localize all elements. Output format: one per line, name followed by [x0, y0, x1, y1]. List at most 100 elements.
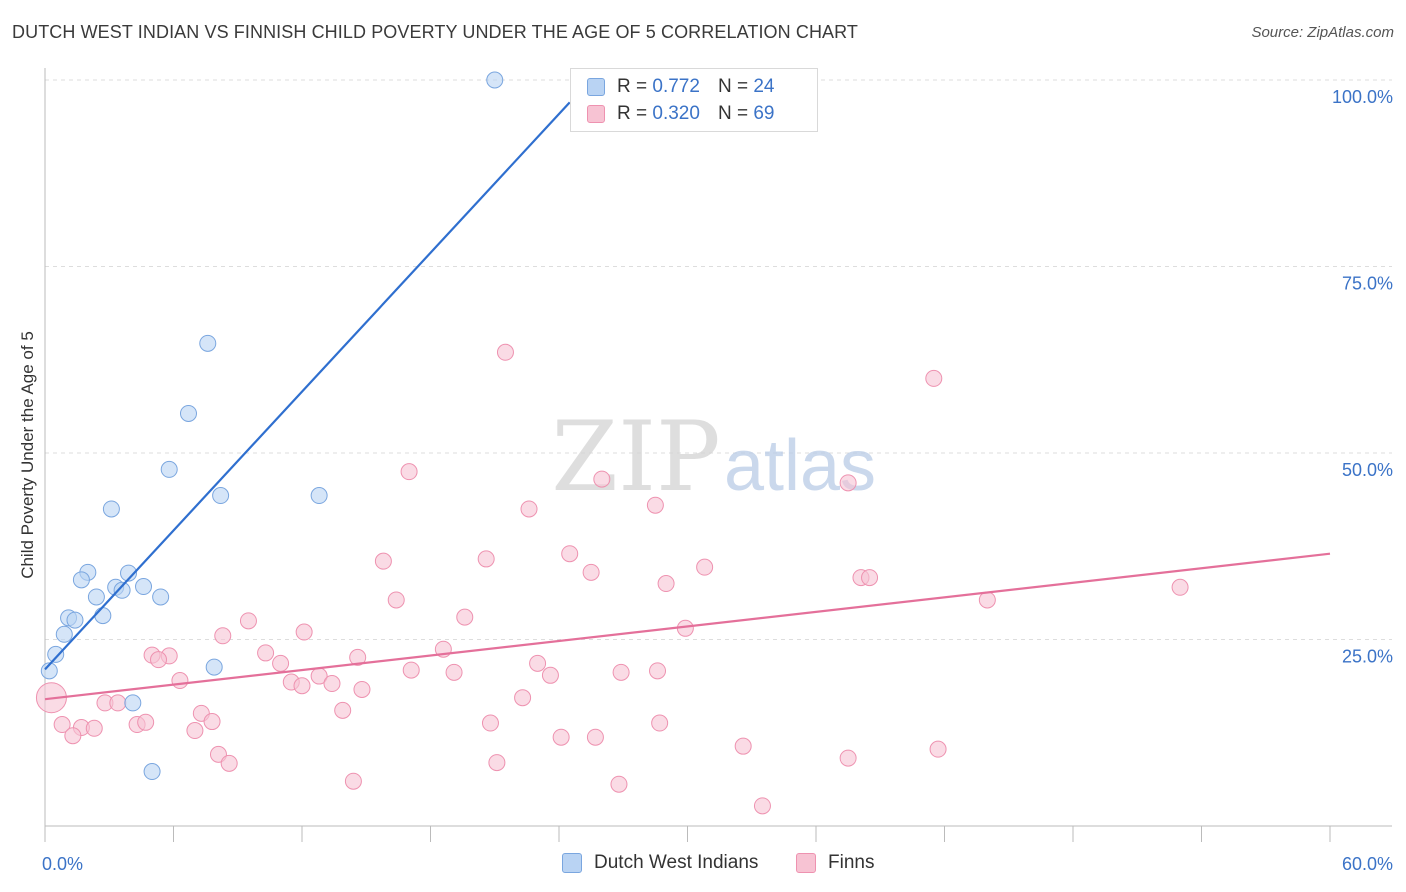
finns-point-57: [64, 727, 82, 745]
legend-row-finns: R = 0.320 N = 69: [587, 102, 774, 126]
finns-point-56: [186, 722, 204, 740]
y-tick-label-0: 25.0%: [1342, 647, 1393, 667]
finns-point-38: [171, 672, 189, 690]
dutch-west-indians-point-17: [94, 607, 112, 625]
finns-point-9: [374, 552, 392, 570]
trend-lines: [44, 101, 1331, 701]
dutch-west-indians-point-0: [486, 71, 504, 89]
finns-point-12: [696, 558, 714, 576]
finns-point-8: [561, 545, 579, 563]
finns-point-36: [541, 666, 559, 684]
dutch-west-indians-point-9: [72, 571, 90, 589]
y-tick-label-1: 50.0%: [1342, 460, 1393, 480]
finns-point-11: [582, 563, 600, 581]
dutch-west-indians-point-12: [113, 581, 131, 599]
finns-point-41: [323, 675, 341, 693]
legend-row-dutch-west-indians: R = 0.772 N = 24: [587, 75, 774, 99]
finns-point-60: [734, 737, 752, 755]
finns-point-25: [257, 644, 275, 662]
watermark-atlas: atlas: [724, 426, 876, 506]
dutch-west-indians-points: [40, 71, 504, 781]
dutch-west-indians-point-16: [66, 611, 84, 629]
finns-point-61: [929, 740, 947, 758]
finns-point-53: [137, 713, 155, 731]
n-label: N =: [717, 76, 749, 97]
r-value: 0.320: [652, 103, 700, 124]
r-label: R =: [617, 103, 648, 124]
watermark-zip: ZIP: [551, 401, 720, 513]
gridlines: [45, 79, 1392, 640]
finns-point-51: [53, 716, 71, 734]
y-tick-label-2: 75.0%: [1342, 274, 1393, 294]
finns-point-2: [925, 369, 943, 387]
x-tick-label-0: 0.0%: [42, 854, 83, 874]
finns-point-7: [646, 496, 664, 514]
finns-point-23: [214, 627, 232, 645]
dutch-west-indians-point-14: [152, 588, 170, 606]
finns-point-29: [349, 648, 367, 666]
finns-point-63: [220, 754, 238, 772]
dutch-west-indians-point-19: [47, 645, 65, 663]
finns-trend-line: [44, 552, 1331, 701]
correlation-legend: R = 0.772 N = 24 R = 0.320 N = 69: [570, 68, 818, 132]
finns-point-42: [353, 680, 371, 698]
finns-point-68: [753, 797, 771, 815]
n-label: N =: [717, 103, 749, 124]
dutch-west-indians-point-11: [135, 578, 153, 596]
dutch-west-indians-point-23: [143, 763, 161, 781]
n-value: 69: [753, 103, 775, 124]
finns-point-65: [839, 749, 857, 767]
finns-point-30: [272, 654, 290, 672]
finns-point-66: [344, 772, 362, 790]
finns-point-40: [293, 677, 311, 695]
finns-point-19: [456, 608, 474, 626]
finns-point-5: [839, 474, 857, 492]
r-value: 0.772: [652, 76, 700, 97]
dutch-west-indians-trend-line: [44, 101, 571, 671]
dutch-west-indians-point-4: [212, 487, 230, 505]
finns-point-32: [402, 661, 420, 679]
blue-swatch: [587, 78, 605, 96]
n-value: 24: [753, 76, 775, 97]
legend-label: Dutch West Indians: [594, 852, 759, 873]
finns-point-33: [445, 663, 463, 681]
finns-point-50: [651, 714, 669, 732]
finns-point-22: [295, 623, 313, 641]
dutch-west-indians-point-2: [179, 404, 197, 422]
finns-point-4: [593, 470, 611, 488]
dutch-west-indians-point-5: [310, 487, 328, 505]
finns-point-45: [109, 694, 127, 712]
finns-point-35: [649, 662, 667, 680]
finns-point-1: [496, 343, 514, 361]
pink-swatch: [587, 105, 605, 123]
finns-point-58: [552, 728, 570, 746]
source-label: Source: ZipAtlas.com: [1251, 24, 1394, 41]
finns-point-67: [610, 775, 628, 793]
finns-point-18: [978, 591, 996, 609]
finns-point-15: [1171, 578, 1189, 596]
finns-point-64: [488, 754, 506, 772]
dutch-west-indians-point-18: [55, 625, 73, 643]
finns-point-10: [477, 550, 495, 568]
finns-point-14: [861, 569, 879, 587]
series-legend: Dutch West Indians Finns: [0, 852, 1406, 878]
finns-point-46: [334, 701, 352, 719]
finns-point-3: [400, 463, 418, 481]
watermark: ZIP atlas: [551, 401, 876, 513]
finns-point-6: [520, 500, 538, 518]
y-tick-label-3: 100.0%: [1332, 87, 1393, 107]
finns-points: [35, 343, 1189, 815]
chart-title: DUTCH WEST INDIAN VS FINNISH CHILD POVER…: [12, 22, 859, 42]
finns-point-48: [203, 713, 221, 731]
dutch-west-indians-point-1: [199, 334, 217, 352]
finns-point-28: [150, 651, 168, 669]
dutch-west-indians-point-22: [124, 694, 142, 712]
finns-point-43: [514, 689, 532, 707]
finns-point-34: [612, 663, 630, 681]
dutch-west-indians-point-20: [40, 662, 58, 680]
finns-point-17: [387, 591, 405, 609]
blue-swatch: [562, 853, 582, 873]
dutch-west-indians-point-13: [87, 588, 105, 606]
finns-point-55: [85, 719, 103, 737]
